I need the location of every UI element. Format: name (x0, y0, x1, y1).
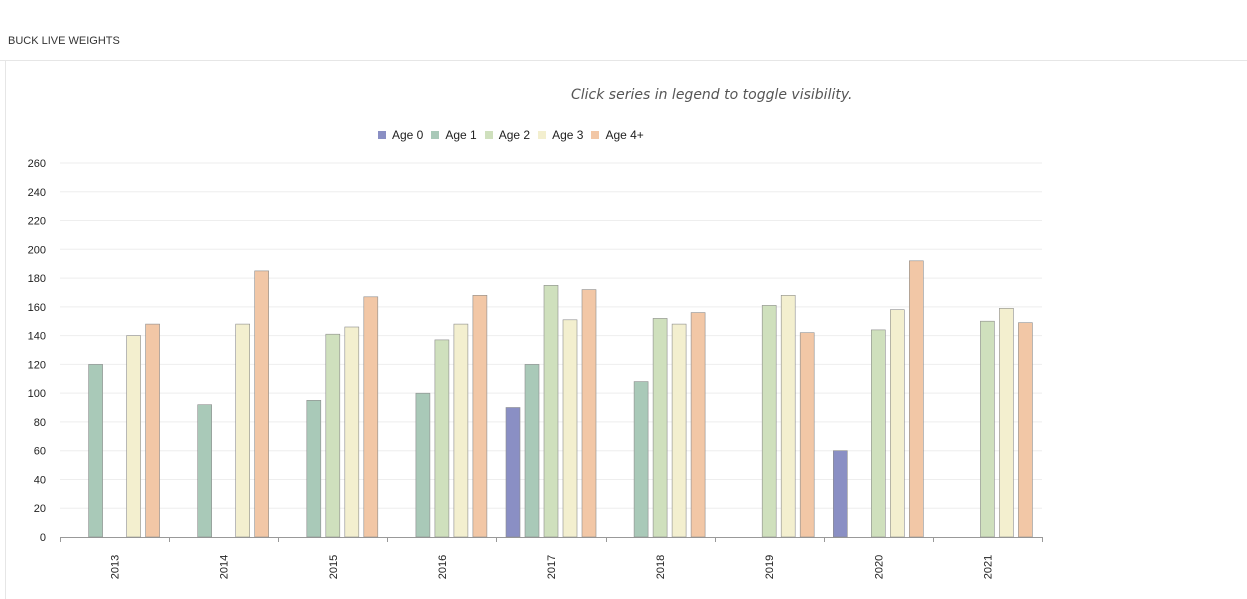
x-tick-label: 2013 (110, 555, 122, 579)
y-tick-label: 160 (28, 302, 46, 314)
bar-age1-2018 (633, 381, 649, 538)
bar-age2-2015 (325, 333, 341, 538)
y-tick-label: 240 (28, 187, 46, 199)
y-tick-label: 60 (34, 446, 46, 458)
bar-age2-2018 (652, 318, 668, 538)
bar-age1-2014 (197, 404, 212, 538)
bar-age4-2017 (581, 289, 597, 538)
bar-age2-2020 (870, 329, 886, 538)
bar-age4-2019 (799, 332, 815, 538)
y-tick-label: 220 (28, 216, 46, 228)
legend-label: Age 0 (392, 128, 424, 142)
bar-age3-2016 (453, 323, 469, 538)
legend-swatch (378, 131, 386, 139)
y-tick-label: 20 (34, 503, 46, 515)
legend-item-age4[interactable]: Age 4+ (591, 128, 644, 142)
legend-item-age0[interactable]: Age 0 (378, 128, 423, 142)
bar-age3-2014 (235, 323, 250, 538)
x-tick-label: 2021 (982, 555, 994, 579)
legend-label: Age 3 (552, 128, 584, 142)
bar-age4-2013 (145, 323, 160, 538)
bar-age3-2018 (671, 323, 687, 538)
bar-age3-2015 (344, 326, 360, 538)
legend-item-age2[interactable]: Age 2 (484, 128, 531, 142)
bar-age3-2013 (126, 335, 141, 538)
x-tick-label: 2015 (328, 555, 340, 579)
chart-legend: Age 0 Age 1 Age 2 Age 3 Age 4+ (378, 128, 652, 142)
legend-label: Age 2 (498, 128, 531, 142)
legend-hint: Click series in legend to toggle visibil… (571, 87, 853, 103)
bar-age4-2014 (254, 270, 269, 538)
bar-age0-2020 (832, 450, 848, 538)
legend-item-age3[interactable]: Age 3 (538, 128, 583, 142)
bar-age2-2017 (543, 284, 559, 538)
bar-age4-2020 (908, 260, 924, 538)
bar-age3-2019 (780, 294, 796, 538)
x-tick-label: 2018 (655, 555, 667, 579)
y-tick-label: 200 (28, 244, 46, 256)
bar-age3-2017 (562, 319, 578, 538)
bar-age3-2020 (889, 309, 905, 538)
legend-label: Age 4+ (605, 128, 644, 142)
legend-swatch (538, 131, 547, 139)
y-tick-label: 100 (28, 388, 46, 400)
legend-label: Age 1 (445, 128, 477, 142)
bar-age3-2021 (999, 307, 1014, 538)
y-tick-label: 260 (28, 158, 46, 170)
x-tick-label: 2016 (437, 555, 449, 579)
bar-age4-2021 (1018, 322, 1033, 538)
y-tick-label: 180 (28, 273, 46, 285)
bar-age1-2015 (306, 399, 322, 538)
panel-divider (5, 61, 6, 599)
bar-age2-2021 (980, 320, 995, 538)
panel-title: BUCK LIVE WEIGHTS (8, 35, 120, 47)
bar-age4-2015 (363, 296, 379, 538)
bar-age2-2019 (761, 305, 777, 538)
bar-age1-2016 (415, 392, 431, 538)
y-tick-label: 80 (34, 417, 46, 429)
x-tick-label: 2017 (546, 555, 558, 579)
bar-age1-2017 (524, 364, 540, 538)
legend-swatch (431, 131, 440, 139)
legend-item-age1[interactable]: Age 1 (431, 128, 477, 142)
legend-swatch (591, 131, 600, 139)
x-tick-label: 2020 (873, 555, 885, 579)
bar-age2-2016 (434, 339, 450, 538)
bar-age4-2018 (690, 312, 706, 538)
bar-age4-2016 (472, 294, 488, 538)
x-tick-label: 2014 (219, 555, 231, 579)
legend-swatch (484, 131, 493, 139)
x-tick-label: 2019 (764, 555, 776, 579)
y-tick-label: 0 (40, 532, 46, 544)
panel-header: BUCK LIVE WEIGHTS (0, 0, 1247, 61)
bar-age1-2013 (88, 364, 103, 538)
y-tick-label: 40 (34, 474, 46, 486)
y-tick-label: 140 (28, 331, 46, 343)
bar-age0-2017 (505, 407, 521, 538)
y-tick-label: 120 (28, 359, 46, 371)
